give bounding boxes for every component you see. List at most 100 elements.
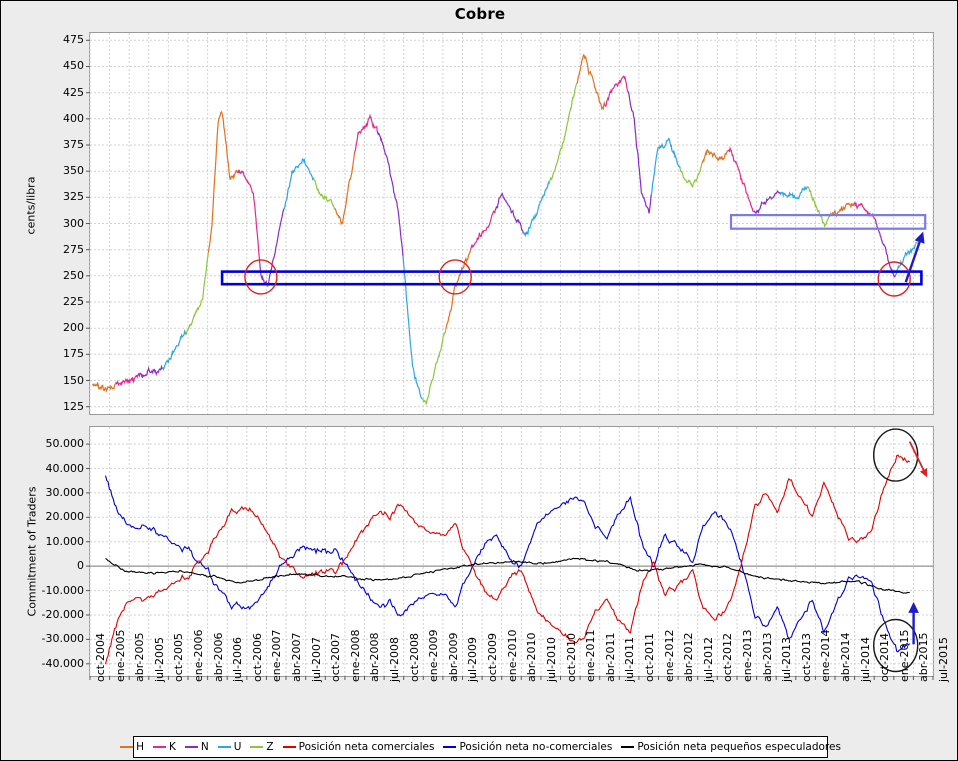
x-tick-label: ene-2005 — [113, 629, 127, 682]
x-tick-label: oct-2009 — [486, 632, 500, 682]
x-tick-label: jul-2008 — [388, 636, 402, 682]
x-tick-label: oct-2011 — [642, 632, 656, 682]
cot-y-tick-label: 20.000 — [45, 510, 85, 524]
price-line-N — [137, 364, 164, 379]
x-tick-label: abr-2012 — [682, 632, 696, 682]
x-tick-label: abr-2009 — [446, 632, 460, 682]
legend-item-series-8[interactable]: Posición neta pequeños especuladores — [621, 741, 841, 753]
price-line-N — [753, 189, 781, 215]
x-tick-label: jul-2009 — [466, 636, 480, 682]
cot-bearish-arrow — [908, 441, 928, 478]
price-line-U — [161, 329, 187, 371]
legend-label: Z — [266, 741, 274, 753]
price-line-Z — [312, 176, 335, 210]
price-y-tick-label: 150 — [63, 373, 84, 387]
cot-y-tick-label: 30.000 — [45, 485, 85, 499]
x-tick-label: oct-2006 — [250, 632, 264, 682]
cot-y-tick-label: 40.000 — [45, 461, 85, 475]
cot-y-tick-label: 0 — [77, 559, 84, 573]
support-touch-circle-3 — [877, 261, 911, 297]
price-y-tick-label: 475 — [63, 33, 84, 47]
x-tick-label: oct-2005 — [172, 632, 186, 682]
legend-item-k[interactable]: K — [152, 741, 176, 753]
x-tick-label: oct-2007 — [329, 632, 343, 682]
price-line-H — [701, 148, 729, 164]
x-tick-label: oct-2012 — [721, 632, 735, 682]
x-tick-label: jul-2015 — [937, 636, 950, 682]
price-y-tick-label: 300 — [63, 216, 84, 230]
x-tick-label: jul-2006 — [231, 636, 245, 682]
price-line-H — [576, 54, 606, 111]
x-tick-label: ene-2011 — [584, 629, 598, 682]
legend-item-h[interactable]: H — [120, 741, 144, 753]
x-tick-label: jul-2012 — [701, 636, 715, 682]
x-tick-label: abr-2011 — [603, 632, 617, 682]
cot-y-tick-label: 50.000 — [45, 437, 85, 451]
cot-noncommercials-extreme-circle — [873, 618, 919, 673]
x-tick-label: ene-2010 — [505, 629, 519, 682]
price-line-Z — [185, 252, 209, 335]
x-tick-label: ene-2006 — [192, 629, 206, 682]
legend-swatch-icon — [152, 746, 166, 748]
x-tick-label: ene-2014 — [819, 629, 833, 682]
price-line-H — [829, 202, 854, 218]
legend-item-n[interactable]: N — [184, 741, 209, 753]
legend-item-z[interactable]: Z — [250, 741, 274, 753]
price-line-U — [283, 157, 314, 210]
price-line-N — [626, 90, 652, 214]
price-line-U — [779, 185, 809, 200]
x-tick-label: jul-2013 — [780, 636, 794, 682]
legend-item-series-7[interactable]: Posición neta no-comerciales — [443, 741, 612, 753]
price-line-K — [604, 75, 629, 107]
legend-swatch-icon — [217, 746, 231, 748]
price-line-N — [376, 130, 404, 257]
price-line-K — [237, 169, 261, 260]
chart-legend: H K N U Z Posición neta comerciales Posición n… — [120, 736, 841, 758]
cot-y-tick-label: 10.000 — [45, 534, 85, 548]
price-y-tick-label: 425 — [63, 85, 84, 99]
legend-item-series-6[interactable]: Posición neta comerciales — [282, 741, 435, 753]
page-title: Cobre — [454, 5, 506, 23]
x-tick-label: oct-2014 — [878, 632, 892, 682]
x-tick-label: ene-2012 — [662, 629, 676, 682]
price-line-K — [353, 113, 378, 153]
x-tick-label: jul-2007 — [309, 636, 323, 682]
price-line-K — [115, 373, 139, 387]
legend-item-u[interactable]: U — [217, 741, 242, 753]
support-touch-circle-2 — [438, 259, 472, 295]
x-tick-label: jul-2014 — [858, 636, 872, 682]
legend-label: Posición neta comerciales — [298, 741, 435, 753]
x-tick-label: ene-2009 — [427, 629, 441, 682]
x-tick-label: jul-2010 — [544, 636, 558, 682]
legend-swatch-icon — [282, 746, 296, 748]
legend-label: Posición neta pequeños especuladores — [637, 741, 841, 753]
price-line-U — [650, 137, 681, 195]
price-line-U — [402, 256, 423, 400]
legend-label: N — [200, 741, 209, 753]
price-line-Z — [914, 241, 919, 245]
x-tick-label: oct-2013 — [799, 632, 813, 682]
x-tick-label: oct-2008 — [407, 632, 421, 682]
x-tick-label: ene-2013 — [740, 629, 754, 682]
price-y-tick-label: 200 — [63, 321, 84, 335]
x-tick-label: abr-2010 — [525, 632, 539, 682]
price-line-Z — [679, 162, 703, 189]
legend-label: U — [233, 741, 242, 753]
cot-line-noncommercials — [104, 475, 911, 653]
price-line-U — [894, 244, 916, 276]
cot-commercials-extreme-circle — [873, 428, 919, 482]
legend-label: Posición neta no-comerciales — [459, 741, 613, 753]
x-tick-label: abr-2006 — [211, 632, 225, 682]
cot-y-tick-label: -40.000 — [41, 656, 84, 670]
legend-label: H — [136, 741, 144, 753]
cot-y-tick-label: -20.000 — [41, 607, 84, 621]
price-line-N — [494, 192, 525, 234]
x-tick-label: ene-2008 — [348, 629, 362, 682]
cot-y-tick-label: -10.000 — [41, 583, 84, 597]
price-line-H — [207, 110, 239, 253]
support-zone-rectangle — [220, 270, 923, 286]
cot-plot-area — [89, 426, 934, 677]
price-y-tick-label: 325 — [63, 190, 84, 204]
support-touch-circle-1 — [244, 259, 278, 295]
